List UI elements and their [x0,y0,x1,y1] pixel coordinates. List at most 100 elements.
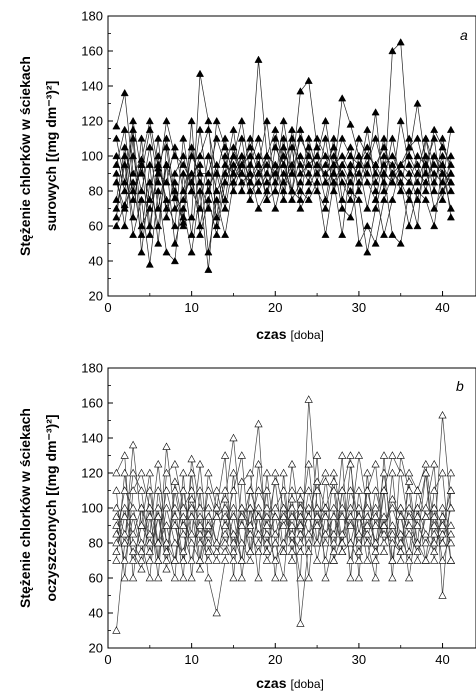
data-point [154,134,163,142]
data-point [154,221,163,230]
data-point [145,486,154,494]
data-point [396,547,405,555]
data-point [396,186,405,195]
data-point [338,547,347,555]
y-axis-label-line2: surowych [(mg dm⁻³)²] [43,81,59,232]
data-point [229,178,238,186]
data-point [220,529,230,538]
data-point [404,573,414,582]
data-point [396,512,405,520]
data-point [112,503,121,512]
data-point [304,395,313,403]
data-point [145,195,154,203]
data-point [170,204,179,212]
data-point [346,538,355,547]
data-point [262,160,271,168]
data-point [221,134,230,142]
data-point [446,213,455,221]
data-point [287,556,297,564]
data-point [162,564,171,573]
data-point [254,529,263,538]
data-point [279,160,288,168]
data-point [254,573,263,582]
data-point [396,556,405,564]
data-point [413,503,422,512]
data-point [446,151,455,160]
data-point [279,116,288,125]
data-point [363,143,372,151]
data-point [430,459,439,468]
y-tick-label: 160 [81,44,103,59]
data-point [304,486,313,494]
data-point [145,556,154,564]
data-point [112,151,121,160]
chart-panel-b: Stężenie chlorków w ściekach oczyszczony… [17,361,476,691]
data-point [321,556,330,564]
data-point [237,521,246,529]
data-point [413,486,422,494]
data-point [145,221,154,230]
data-point [279,521,288,529]
data-point [221,169,230,177]
data-point [346,151,355,160]
data-point [271,186,280,195]
data-point [154,169,163,177]
data-point [220,494,230,503]
data-point [229,486,238,494]
data-point [338,94,347,102]
data-point [162,195,171,203]
data-point [279,538,288,547]
data-point [162,556,171,564]
x-tick-label: 40 [435,652,449,667]
data-point [379,143,389,151]
data-point [388,503,397,512]
data-point [430,134,439,142]
data-point [162,116,171,125]
data-point [371,186,380,195]
data-point [354,178,363,186]
data-point [321,169,330,177]
data-point [221,204,230,212]
data-point [312,477,322,485]
data-point [254,169,263,177]
data-point [321,477,330,485]
data-point [438,186,447,195]
data-point [129,151,138,160]
data-point [204,169,213,177]
data-point [129,178,138,186]
data-point [371,178,380,186]
data-point [271,204,280,212]
data-point [363,178,372,186]
data-point [371,538,380,547]
data-point [354,195,363,203]
data-point [312,503,322,512]
data-point [204,503,213,512]
data-point [379,186,389,195]
data-point [296,87,305,95]
data-point [413,538,422,547]
data-point [312,451,322,459]
data-point [204,248,213,256]
data-point [246,521,255,529]
data-point [170,151,179,160]
data-point [446,503,456,512]
y-axis-label-line1: Stężenie chlorków w ściekach [17,56,33,256]
data-point [388,178,397,186]
data-point [363,538,372,547]
data-point [112,556,121,564]
data-point [338,151,347,160]
data-point [195,169,205,177]
data-point [195,521,205,529]
data-point [363,160,372,168]
data-point [170,503,180,512]
data-point [321,204,330,212]
data-point [145,125,154,133]
data-point [128,573,138,582]
data-point [187,468,196,477]
data-point [254,512,263,520]
data-point [195,503,205,512]
data-point [421,151,430,160]
data-point [237,573,246,582]
data-point [195,178,205,186]
x-tick-label: 10 [184,652,198,667]
